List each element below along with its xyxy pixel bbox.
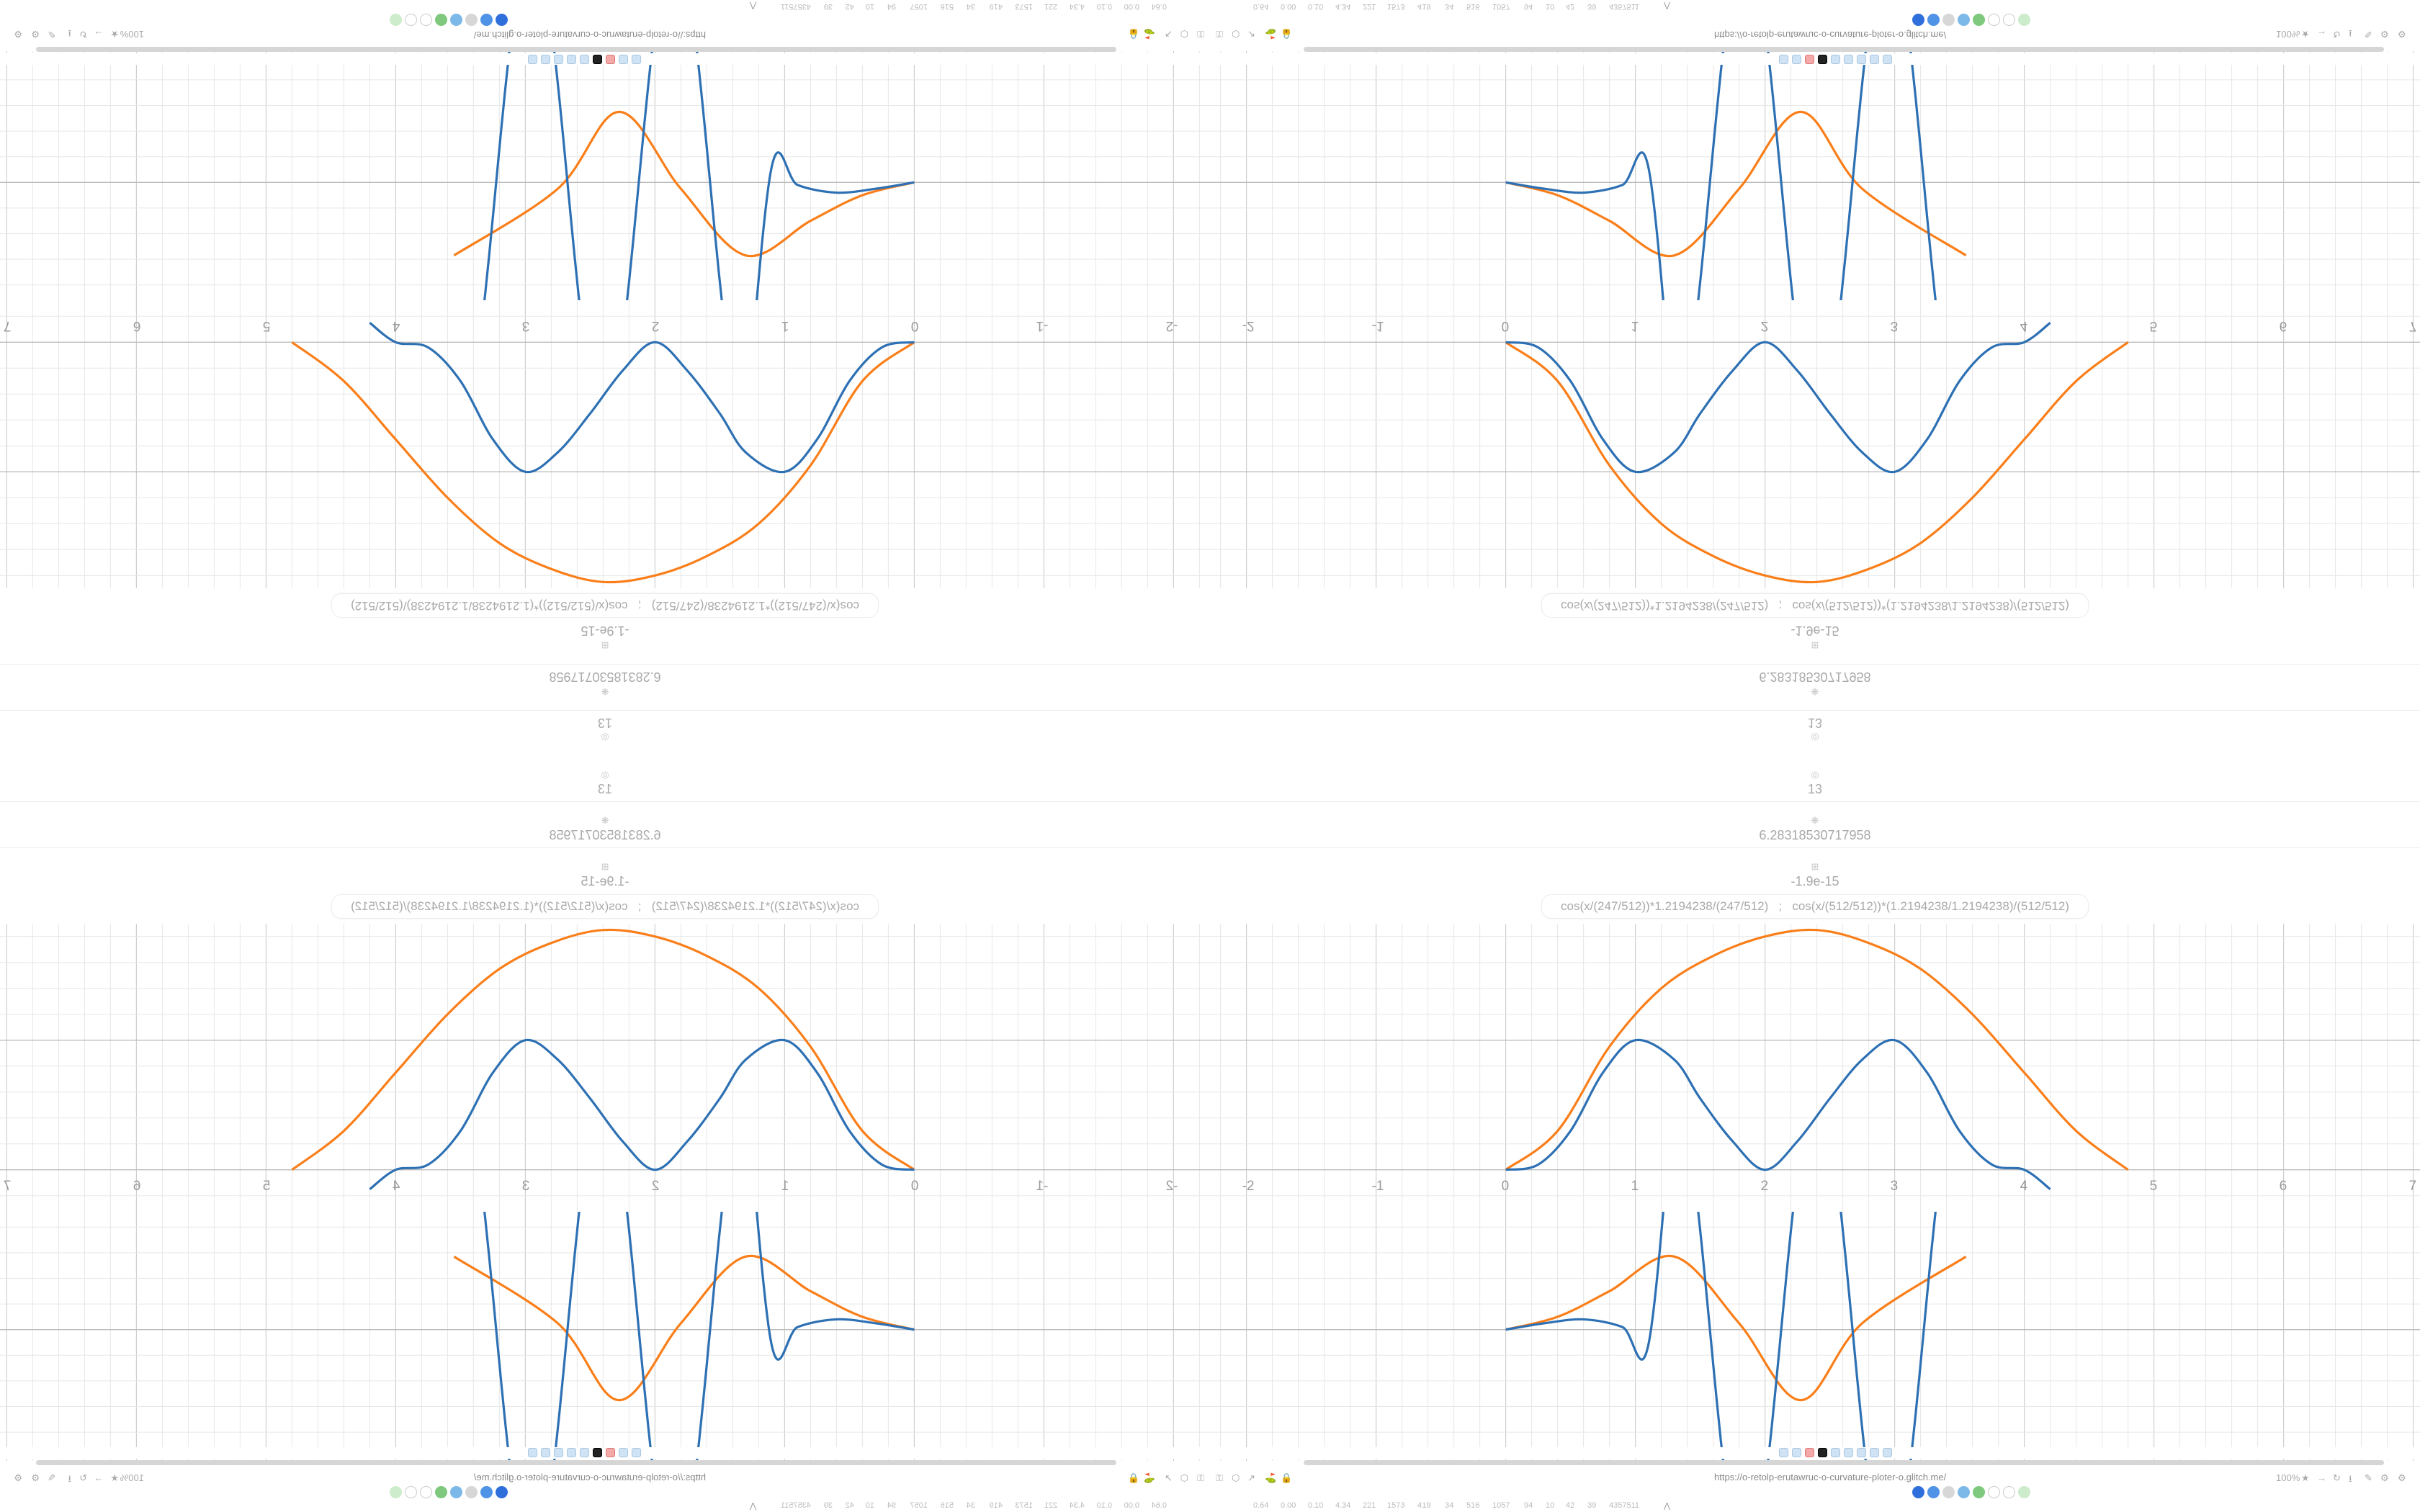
svg-text:4: 4 (2020, 1179, 2028, 1194)
svg-text:4: 4 (2020, 318, 2028, 333)
svg-text:6: 6 (133, 318, 141, 333)
svg-text:5: 5 (263, 1179, 271, 1194)
svg-text:1: 1 (1631, 318, 1639, 333)
svg-text:1: 1 (781, 318, 789, 333)
svg-text:3: 3 (522, 1179, 530, 1194)
svg-text:-2: -2 (1165, 318, 1178, 333)
svg-text:6: 6 (133, 1179, 141, 1194)
svg-text:5: 5 (2150, 1179, 2158, 1194)
svg-text:2: 2 (652, 1179, 660, 1194)
svg-text:0: 0 (911, 1179, 919, 1194)
svg-text:3: 3 (522, 318, 530, 333)
svg-text:2: 2 (652, 318, 660, 333)
svg-text:7: 7 (2409, 318, 2417, 333)
svg-text:5: 5 (263, 318, 271, 333)
svg-text:-1: -1 (1372, 1179, 1384, 1194)
svg-text:7: 7 (2409, 1179, 2417, 1194)
svg-text:5: 5 (2150, 318, 2158, 333)
svg-text:2: 2 (1761, 318, 1769, 333)
svg-text:1: 1 (1631, 1179, 1639, 1194)
svg-text:4: 4 (392, 318, 400, 333)
svg-text:-2: -2 (1242, 1179, 1255, 1194)
svg-text:0: 0 (911, 318, 919, 333)
svg-text:6: 6 (2280, 1179, 2287, 1194)
svg-text:0: 0 (1502, 1179, 1510, 1194)
svg-text:7: 7 (4, 1179, 12, 1194)
svg-text:-1: -1 (1372, 318, 1384, 333)
svg-text:3: 3 (1891, 318, 1899, 333)
svg-text:1: 1 (781, 1179, 789, 1194)
svg-text:-2: -2 (1242, 318, 1255, 333)
svg-text:-1: -1 (1036, 1179, 1048, 1194)
svg-text:0: 0 (1502, 318, 1510, 333)
svg-text:3: 3 (1891, 1179, 1899, 1194)
svg-text:7: 7 (4, 318, 12, 333)
svg-text:-2: -2 (1165, 1179, 1178, 1194)
svg-text:2: 2 (1761, 1179, 1769, 1194)
svg-text:-1: -1 (1036, 318, 1048, 333)
svg-text:4: 4 (392, 1179, 400, 1194)
svg-text:6: 6 (2280, 318, 2287, 333)
